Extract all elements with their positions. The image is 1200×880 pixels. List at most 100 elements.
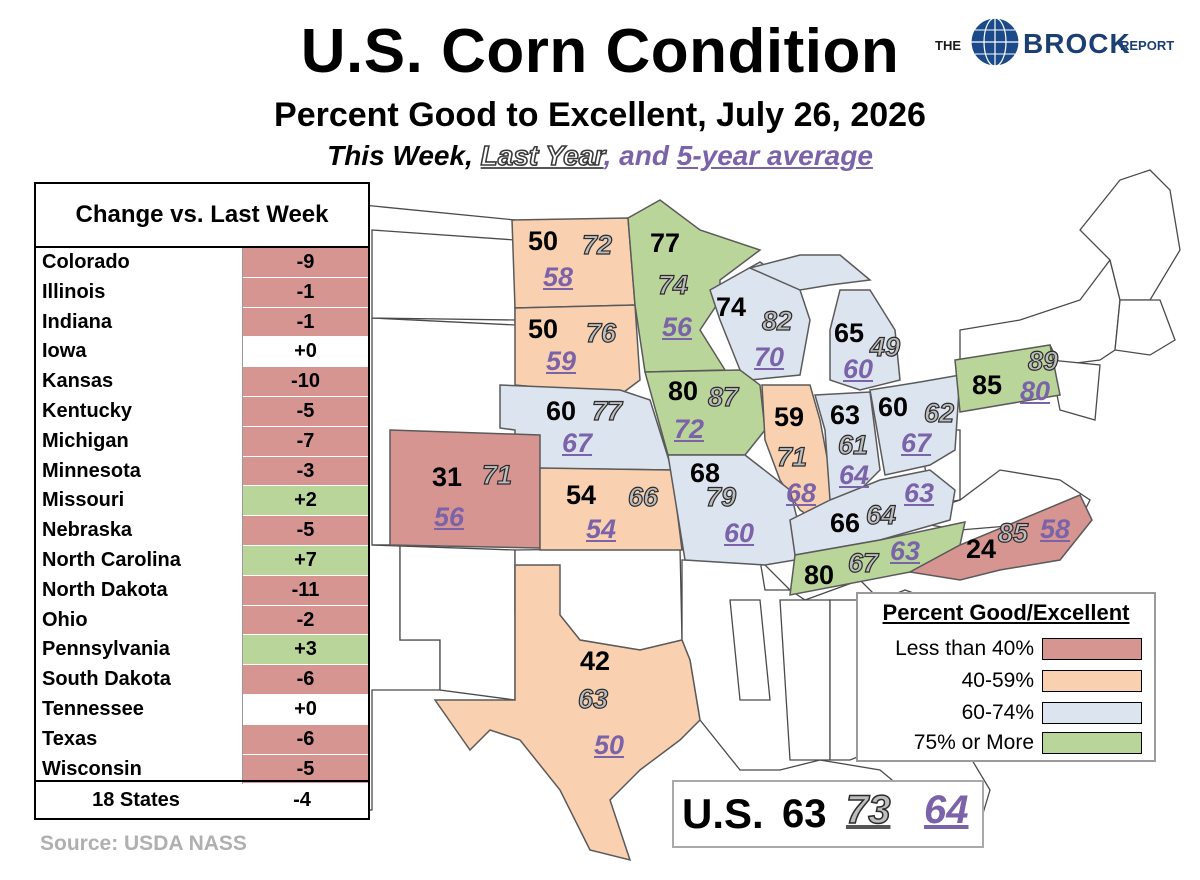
- state-PA: [954, 344, 1061, 413]
- total-change: -4: [293, 789, 311, 811]
- label-nd-five-year: 58: [543, 262, 574, 292]
- label-ky-this-week: 66: [830, 508, 861, 538]
- table-row: Minnesota -3: [36, 456, 368, 487]
- row-change: +0: [243, 694, 368, 725]
- us-five-year: 64: [924, 788, 969, 832]
- row-change: -7: [243, 426, 368, 457]
- label-tn-five-year: 63: [890, 536, 921, 566]
- table-row: North Dakota -11: [36, 575, 368, 606]
- row-state: Ohio: [36, 605, 243, 636]
- state-SD: [514, 304, 641, 396]
- table-row: Michigan -7: [36, 426, 368, 457]
- legend-item: 60-74%: [858, 698, 1154, 728]
- label-mo-last-year: 79: [705, 481, 737, 512]
- row-state: Pennsylvania: [36, 635, 243, 666]
- table-row: Missouri +2: [36, 486, 368, 517]
- table-row: Ohio -2: [36, 605, 368, 636]
- legend-item: Less than 40%: [858, 634, 1154, 664]
- table-row: Kansas -10: [36, 367, 368, 397]
- label-wi-this-week: 74: [716, 292, 747, 322]
- row-change: -9: [243, 248, 368, 278]
- label-ks-five-year: 54: [586, 514, 617, 544]
- label-in-last-year: 61: [837, 429, 869, 460]
- row-state: North Dakota: [36, 575, 243, 606]
- table-row: South Dakota -6: [36, 665, 368, 695]
- brand-the: THE: [935, 38, 961, 53]
- label-pa-last-year: 89: [1027, 345, 1059, 376]
- label-in-five-year: 64: [839, 460, 870, 490]
- globe-icon: [970, 17, 1020, 67]
- label-co-last-year: 71: [481, 459, 513, 490]
- label-oh-this-week: 60: [878, 392, 909, 422]
- table-row: Kentucky -5: [36, 396, 368, 427]
- row-change: -1: [243, 307, 368, 338]
- legend-swatch: [1042, 732, 1142, 754]
- label-il-last-year: 71: [776, 441, 808, 472]
- label-mn-this-week: 77: [650, 228, 681, 258]
- label-tn-last-year: 67: [847, 547, 879, 578]
- row-change: -3: [243, 456, 368, 487]
- row-state: Kansas: [36, 367, 243, 397]
- label-nd-last-year: 72: [581, 229, 613, 260]
- label-mo-this-week: 68: [690, 458, 721, 488]
- table-row: Indiana -1: [36, 307, 368, 338]
- row-state: South Dakota: [36, 665, 243, 695]
- row-change: -2: [243, 605, 368, 636]
- row-state: Illinois: [36, 277, 243, 308]
- row-change: +7: [243, 545, 368, 576]
- legend-item: 75% or More: [858, 728, 1154, 758]
- row-state: Tennessee: [36, 694, 243, 725]
- table-row: Texas -6: [36, 724, 368, 755]
- state-MI: [829, 289, 901, 391]
- state-KS: [539, 467, 683, 551]
- label-ne-five-year: 67: [562, 428, 593, 458]
- label-pa-this-week: 85: [972, 370, 1003, 400]
- label-sd-this-week: 50: [528, 314, 559, 344]
- key-five-year: 5-year average: [676, 140, 873, 171]
- brand-report: REPORT: [1120, 38, 1175, 53]
- label-mi-five-year: 60: [843, 354, 874, 384]
- value-key-line: This Week, Last Year, and 5-year average: [0, 139, 1200, 172]
- brand-name: BROCK: [1023, 28, 1131, 59]
- row-change: -5: [243, 516, 368, 546]
- table-row: Colorado -9: [36, 248, 368, 278]
- row-state: Minnesota: [36, 456, 243, 487]
- label-mo-five-year: 60: [724, 518, 755, 548]
- label-mi-this-week: 65: [834, 318, 865, 348]
- legend-label: Less than 40%: [895, 637, 1034, 660]
- change-table: Change vs. Last Week Colorado -9 Illinois…: [34, 182, 370, 820]
- label-il-five-year: 68: [786, 478, 817, 508]
- page-subtitle: Percent Good to Excellent, July 26, 2026: [274, 96, 926, 134]
- state-MI-upper: [747, 254, 872, 291]
- label-ne-last-year: 77: [591, 395, 623, 426]
- state-TX: [433, 564, 701, 862]
- legend-swatch: [1042, 670, 1142, 692]
- row-change: -5: [243, 396, 368, 427]
- key-and: , and: [603, 140, 677, 171]
- label-nc-last-year: 85: [997, 517, 1029, 548]
- table-row: Nebraska -5: [36, 516, 368, 546]
- row-state: Kentucky: [36, 396, 243, 427]
- row-change: -1: [243, 277, 368, 308]
- label-tx-five-year: 50: [594, 730, 625, 760]
- row-change: -6: [243, 724, 368, 755]
- row-change: -10: [243, 367, 368, 397]
- label-mi-last-year: 49: [869, 331, 901, 362]
- row-change: -11: [243, 575, 368, 606]
- legend-label: 40-59%: [961, 669, 1034, 692]
- label-ia-last-year: 87: [707, 381, 739, 412]
- label-ky-five-year: 63: [904, 478, 935, 508]
- label-ks-this-week: 54: [566, 480, 597, 510]
- state-OH: [869, 374, 961, 476]
- label-sd-five-year: 59: [546, 346, 577, 376]
- row-state: Indiana: [36, 307, 243, 338]
- label-pa-five-year: 80: [1020, 376, 1051, 406]
- label-co-this-week: 31: [432, 462, 463, 492]
- change-table-header: Change vs. Last Week: [36, 184, 368, 248]
- label-wi-last-year: 82: [761, 305, 793, 336]
- page-title: U.S. Corn Condition: [300, 17, 900, 86]
- row-state: Wisconsin: [36, 754, 243, 785]
- label-oh-last-year: 62: [923, 397, 955, 428]
- brand-logo: THE BROCK REPORT: [935, 12, 1175, 72]
- table-row: Iowa +0: [36, 337, 368, 368]
